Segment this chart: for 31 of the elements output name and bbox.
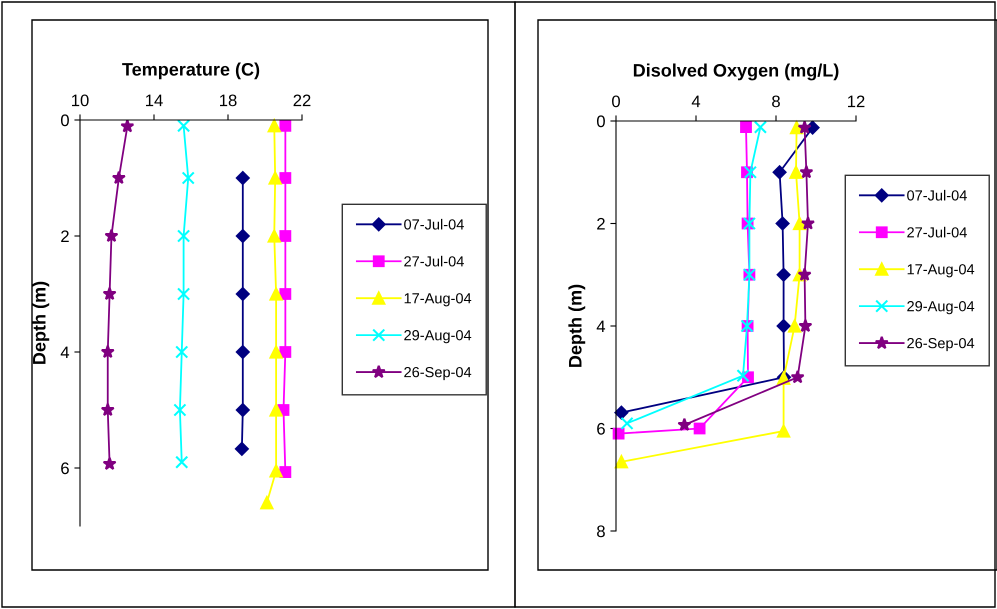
legend-label: 17-Aug-04: [404, 293, 472, 306]
y-tick-label: 4: [596, 320, 606, 332]
legend-label: 26-Sep-04: [907, 338, 974, 352]
legend-label: 17-Aug-04: [908, 264, 974, 278]
y-tick-label: 6: [61, 462, 69, 474]
chart-title: Temperature (C): [122, 62, 260, 80]
x-tick-label: 14: [146, 94, 163, 106]
x-tick-label: 10: [72, 94, 89, 106]
legend-label: 26-Sep-04: [404, 366, 472, 380]
legend-label: 27-Jul-04: [404, 256, 464, 267]
y-tick-label: 6: [597, 422, 605, 435]
x-tick-label: 4: [692, 96, 700, 108]
y-tick-label: 8: [597, 525, 605, 538]
y-tick-label: 2: [597, 218, 605, 230]
legend-label: 29-Aug-04: [404, 330, 472, 344]
legend-label: 07-Jul-04: [404, 218, 464, 230]
y-tick-label: 0: [596, 115, 605, 128]
y-tick-label: 2: [61, 230, 69, 242]
y-axis-title: Depth (m): [32, 282, 50, 364]
x-tick-label: 0: [612, 95, 620, 108]
x-tick-label: 18: [220, 94, 237, 106]
y-tick-label: 4: [60, 346, 70, 358]
x-tick-label: 8: [772, 95, 780, 108]
x-tick-label: 12: [848, 95, 864, 108]
legend-label: 27-Jul-04: [907, 226, 967, 238]
x-tick-label: 22: [294, 94, 310, 106]
legend-label: 29-Aug-04: [907, 301, 974, 314]
y-tick-label: 0: [60, 114, 69, 126]
chart-title: Disolved Oxygen (mg/L): [634, 63, 838, 80]
legend-label: 07-Jul-04: [907, 190, 967, 201]
y-axis-title: Depth (m): [568, 284, 586, 367]
